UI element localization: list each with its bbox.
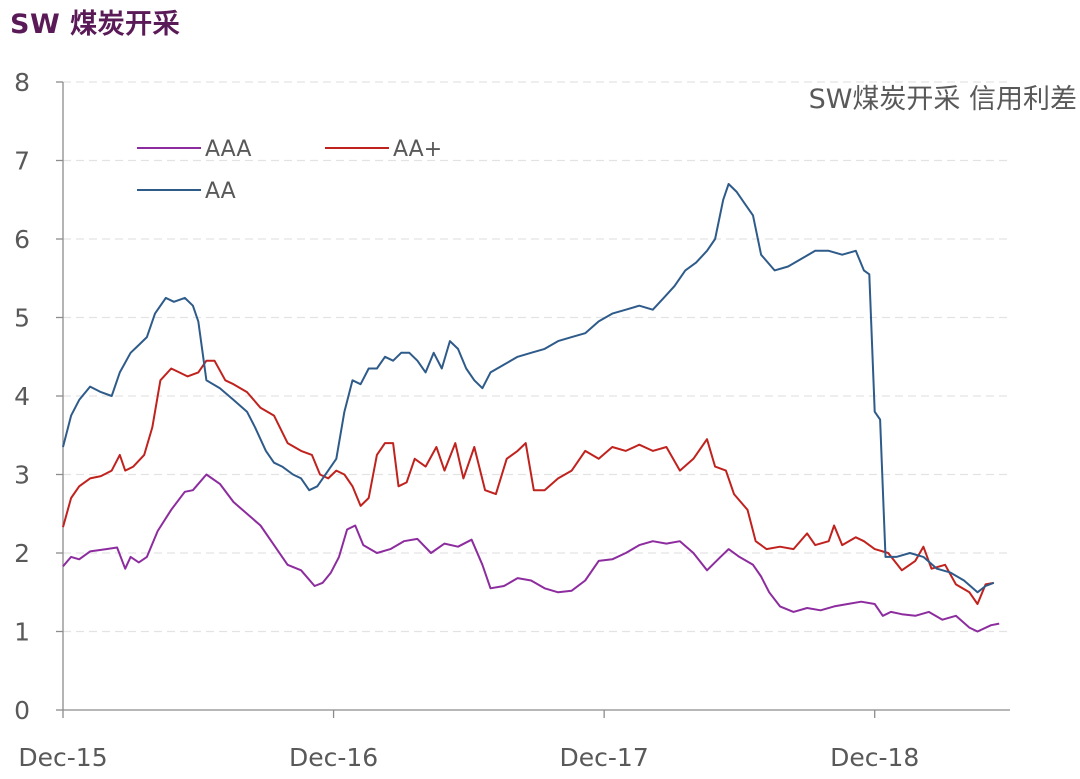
x-tick-label: Dec-15 — [18, 743, 107, 772]
y-tick-label: 0 — [14, 696, 30, 725]
x-tick-label: Dec-18 — [830, 743, 919, 772]
y-tick-label: 1 — [14, 618, 30, 647]
y-tick-label: 3 — [14, 461, 30, 490]
y-tick-labels: 0 1 2 3 4 5 6 7 8 — [14, 68, 30, 725]
series-lines — [62, 183, 1000, 633]
chart-title: SW煤炭开采 信用利差 — [809, 84, 1077, 115]
series-line-aa-plus — [62, 359, 994, 605]
y-tick-label: 2 — [14, 539, 30, 568]
x-tick-label: Dec-16 — [289, 743, 378, 772]
gridlines — [63, 81, 1010, 633]
x-tick-label: Dec-17 — [560, 743, 649, 772]
series-line-aa — [62, 183, 995, 594]
axes — [56, 81, 1010, 718]
x-tick-labels: Dec-15 Dec-16 Dec-17 Dec-18 — [18, 743, 919, 772]
series-line-aaa — [62, 473, 1000, 633]
y-tick-label: 8 — [14, 68, 30, 97]
legend-label-aa: AA — [205, 179, 236, 204]
y-tick-label: 7 — [14, 147, 30, 176]
y-tick-label: 5 — [14, 304, 30, 333]
y-tick-label: 6 — [14, 225, 30, 254]
legend-label-aaa: AAA — [205, 137, 251, 162]
legend: AAA AA+ AA — [137, 137, 442, 204]
y-tick-label: 4 — [14, 382, 30, 411]
legend-label-aa-plus: AA+ — [393, 137, 442, 162]
page-title: SW 煤炭开采 — [10, 9, 181, 40]
